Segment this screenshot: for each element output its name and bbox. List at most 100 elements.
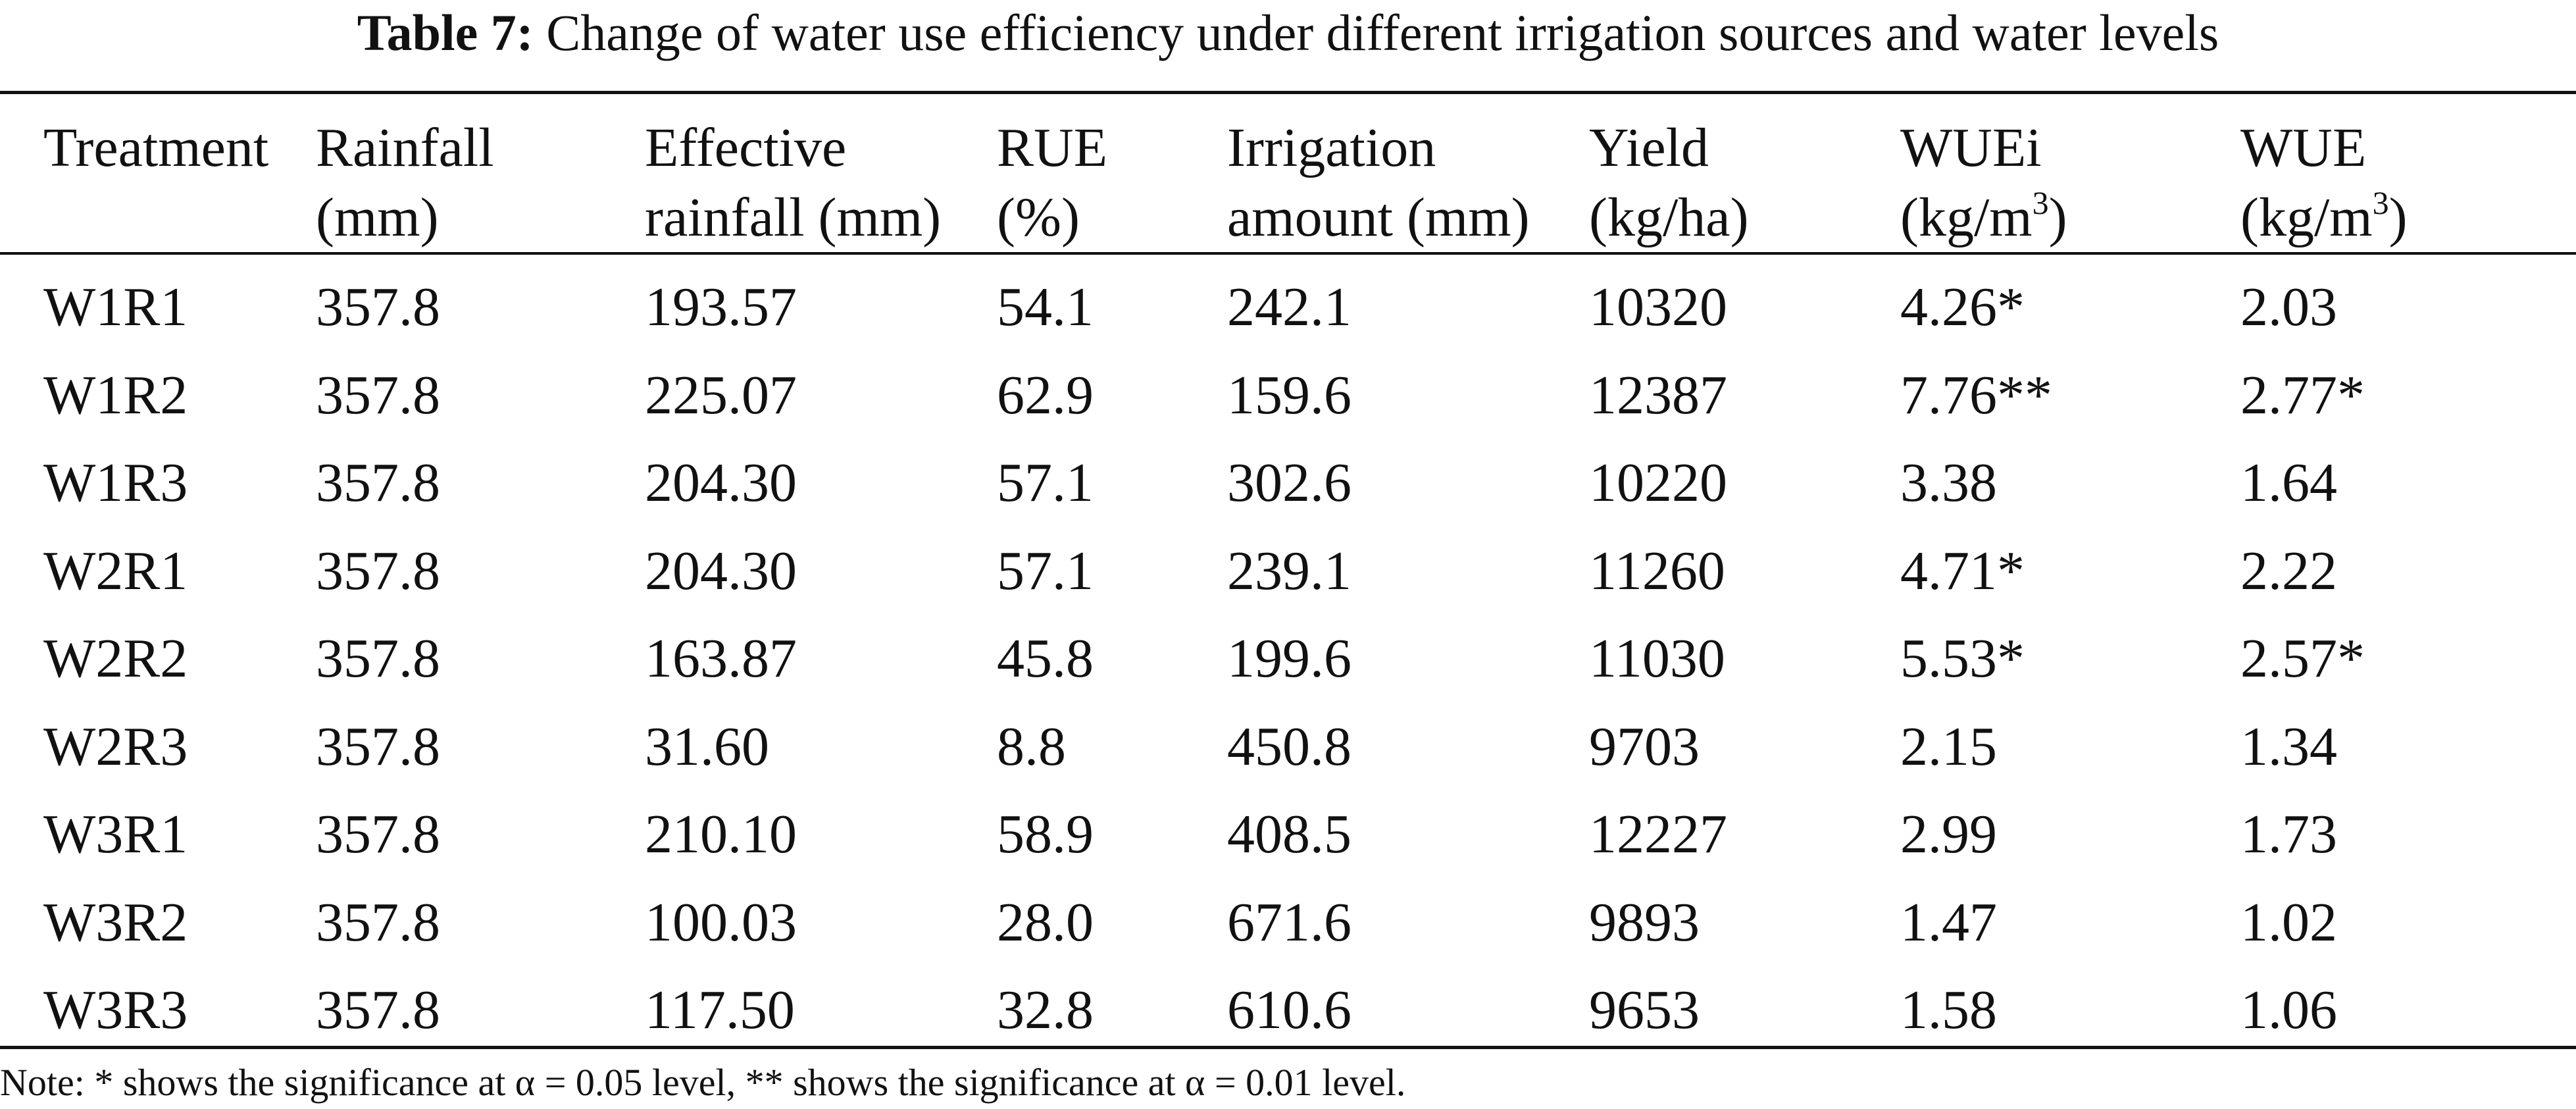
cell-wuei: 2.99	[1900, 804, 1997, 865]
cell-yield: 11030	[1589, 628, 1725, 689]
cell-rue: 57.1	[997, 540, 1094, 602]
cell-effective-rainfall: 204.30	[645, 540, 797, 602]
cell-treatment: W3R3	[43, 979, 188, 1041]
header-line: RUE	[997, 117, 1107, 178]
header-wue: WUE (kg/m3)	[2240, 113, 2408, 253]
cell-wuei: 4.71*	[1900, 540, 2025, 602]
cell-yield: 9703	[1589, 716, 1700, 777]
header-yield: Yield (kg/ha)	[1589, 113, 1749, 253]
cell-rainfall: 357.8	[316, 452, 440, 513]
cell-rue: 28.0	[997, 892, 1094, 953]
cell-yield: 10220	[1589, 452, 1727, 513]
cell-effective-rainfall: 204.30	[645, 452, 797, 513]
cell-yield: 10320	[1589, 276, 1727, 338]
header-line: WUEi	[1900, 117, 2042, 178]
cell-treatment: W2R2	[43, 628, 188, 689]
header-unit-close: )	[2048, 187, 2067, 248]
header-rue: RUE (%)	[997, 113, 1107, 253]
header-line: (%)	[997, 187, 1080, 248]
header-line: Yield	[1589, 117, 1709, 178]
cell-treatment: W3R1	[43, 804, 188, 865]
header-unit-close: )	[2388, 187, 2408, 248]
cell-wue: 1.02	[2240, 892, 2337, 953]
cell-treatment: W2R3	[43, 716, 188, 777]
cell-irrigation-amount: 242.1	[1227, 276, 1351, 338]
header-line: Irrigation	[1227, 117, 1436, 178]
cell-treatment: W1R2	[43, 365, 188, 426]
cell-treatment: W3R2	[43, 892, 188, 953]
cell-irrigation-amount: 199.6	[1227, 628, 1351, 689]
table-note: Note: * shows the significance at α = 0.…	[0, 1061, 1406, 1104]
cell-wuei: 1.47	[1900, 892, 1997, 953]
table-top-rule	[0, 91, 2576, 94]
cell-effective-rainfall: 100.03	[645, 892, 797, 953]
header-irrigation-amount: Irrigation amount (mm)	[1227, 113, 1530, 253]
cell-irrigation-amount: 408.5	[1227, 804, 1351, 865]
cell-yield: 9653	[1589, 979, 1700, 1041]
cell-rue: 8.8	[997, 716, 1066, 777]
table-caption-text: Change of water use efficiency under dif…	[546, 4, 2219, 61]
cell-rainfall: 357.8	[316, 892, 440, 953]
cell-rainfall: 357.8	[316, 804, 440, 865]
header-line: (kg/m3)	[2240, 183, 2408, 253]
header-line: WUE	[2240, 117, 2367, 178]
header-line: Effective	[645, 117, 847, 178]
table-bottom-rule	[0, 1046, 2576, 1049]
header-treatment: Treatment	[43, 113, 268, 183]
header-unit: (kg/m	[1900, 187, 2033, 248]
cell-rainfall: 357.8	[316, 716, 440, 777]
cell-rue: 62.9	[997, 365, 1094, 426]
cell-rainfall: 357.8	[316, 365, 440, 426]
cell-wue: 2.03	[2240, 276, 2337, 338]
cell-effective-rainfall: 163.87	[645, 628, 797, 689]
cell-yield: 12227	[1589, 804, 1727, 865]
cell-irrigation-amount: 302.6	[1227, 452, 1351, 513]
cell-wue: 1.06	[2240, 979, 2337, 1041]
header-line: (mm)	[316, 187, 439, 248]
cell-treatment: W2R1	[43, 540, 188, 602]
cell-irrigation-amount: 159.6	[1227, 365, 1351, 426]
cell-rainfall: 357.8	[316, 276, 440, 338]
cell-wuei: 7.76**	[1900, 365, 2052, 426]
cell-yield: 9893	[1589, 892, 1700, 953]
table-caption-label: Table 7:	[357, 4, 534, 61]
cell-effective-rainfall: 117.50	[645, 979, 795, 1041]
table-caption: Table 7: Change of water use efficiency …	[0, 0, 2576, 82]
cell-wue: 1.64	[2240, 452, 2337, 513]
cell-treatment: W1R1	[43, 276, 188, 338]
header-effective-rainfall: Effective rainfall (mm)	[645, 113, 941, 253]
cell-irrigation-amount: 450.8	[1227, 716, 1351, 777]
cell-wue: 2.57*	[2240, 628, 2365, 689]
cell-effective-rainfall: 193.57	[645, 276, 797, 338]
cell-rue: 57.1	[997, 452, 1094, 513]
cell-wuei: 1.58	[1900, 979, 1997, 1041]
cell-rainfall: 357.8	[316, 979, 440, 1041]
cell-yield: 12387	[1589, 365, 1727, 426]
cell-effective-rainfall: 225.07	[645, 365, 797, 426]
header-line: Treatment	[43, 117, 269, 178]
header-unit-exponent: 3	[2372, 184, 2389, 221]
cell-wuei: 3.38	[1900, 452, 1997, 513]
cell-effective-rainfall: 210.10	[645, 804, 797, 865]
cell-wue: 1.73	[2240, 804, 2337, 865]
cell-rainfall: 357.8	[316, 628, 440, 689]
header-line: rainfall (mm)	[645, 187, 942, 248]
cell-wuei: 2.15	[1900, 716, 1997, 777]
cell-wue: 2.22	[2240, 540, 2337, 602]
header-unit: (kg/m	[2240, 187, 2373, 248]
header-line: (kg/ha)	[1589, 187, 1749, 248]
cell-rue: 32.8	[997, 979, 1094, 1041]
cell-yield: 11260	[1589, 540, 1725, 602]
cell-irrigation-amount: 671.6	[1227, 892, 1351, 953]
cell-wuei: 4.26*	[1900, 276, 2025, 338]
cell-wue: 1.34	[2240, 716, 2337, 777]
header-line: (kg/m3)	[1900, 183, 2067, 253]
cell-effective-rainfall: 31.60	[645, 716, 769, 777]
header-line: amount (mm)	[1227, 187, 1530, 248]
cell-irrigation-amount: 610.6	[1227, 979, 1351, 1041]
header-wuei: WUEi (kg/m3)	[1900, 113, 2067, 253]
cell-irrigation-amount: 239.1	[1227, 540, 1351, 602]
header-rainfall: Rainfall (mm)	[316, 113, 494, 253]
cell-treatment: W1R3	[43, 452, 188, 513]
header-line: Rainfall	[316, 117, 494, 178]
